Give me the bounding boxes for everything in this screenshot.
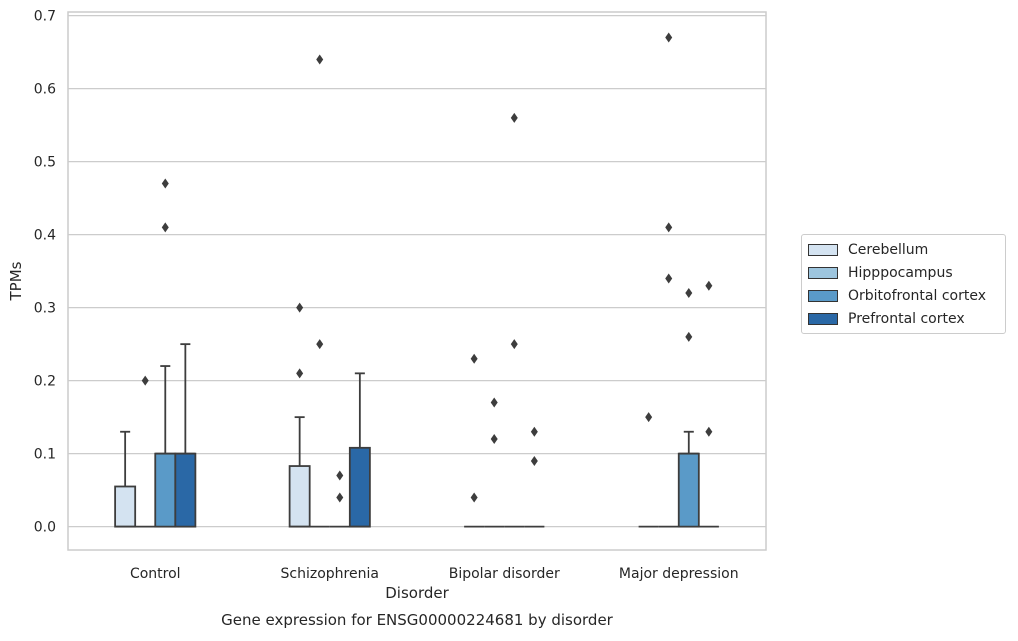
legend-label-cerebellum: Cerebellum	[848, 241, 929, 258]
outlier-point	[470, 492, 478, 503]
outlier-point	[705, 280, 713, 291]
y-tick-labels: 0.0 0.1 0.2 0.3 0.4 0.5 0.6 0.7	[34, 9, 56, 536]
outlier-point	[665, 32, 673, 43]
outlier-point	[530, 455, 538, 466]
outlier-point	[685, 331, 693, 342]
legend-item-orbitofrontal: Orbitofrontal cortex	[802, 284, 1005, 307]
x-tick-label: Schizophrenia	[281, 566, 379, 582]
x-tick-labels: Control Schizophrenia Bipolar disorder Majo…	[130, 566, 739, 582]
legend-swatch-orbitofrontal	[808, 289, 838, 302]
outlier-point	[490, 397, 498, 408]
x-tick-label: Major depression	[619, 566, 739, 582]
outlier-point	[645, 412, 653, 423]
box	[677, 452, 700, 528]
x-axis-label: Disorder	[385, 584, 449, 602]
y-tick-label: 0.1	[34, 447, 56, 463]
outlier-point	[296, 368, 304, 379]
box-group	[638, 412, 659, 528]
box-group	[677, 288, 700, 528]
x-tick-label: Control	[130, 566, 181, 582]
box-group	[348, 372, 371, 528]
outlier-point	[316, 339, 324, 350]
outlier-point	[316, 54, 324, 65]
legend-label-hippocampus: Hipppocampus	[848, 264, 953, 281]
outlier-point	[705, 426, 713, 437]
outlier-point	[161, 178, 169, 189]
outlier-point	[685, 288, 693, 299]
box-group	[658, 32, 679, 528]
legend-swatch-hippocampus	[808, 266, 838, 279]
box-group	[484, 397, 505, 528]
outlier-point	[470, 353, 478, 364]
box-group	[174, 343, 197, 528]
outlier-point	[530, 426, 538, 437]
legend-item-prefrontal: Prefrontal cortex	[802, 307, 1005, 330]
legend-item-hippocampus: Hipppocampus	[802, 261, 1005, 284]
legend-item-cerebellum: Cerebellum	[802, 238, 1005, 261]
y-tick-label: 0.2	[34, 374, 56, 390]
y-tick-label: 0.0	[34, 520, 56, 536]
y-tick-label: 0.3	[34, 301, 56, 317]
box	[114, 485, 137, 528]
outlier-point	[141, 375, 149, 386]
outlier-point	[336, 470, 344, 481]
box-group	[135, 375, 156, 528]
y-axis-label: TPMs	[7, 261, 25, 301]
legend-label-prefrontal: Prefrontal cortex	[848, 310, 965, 327]
box-group	[288, 302, 311, 528]
box-group	[114, 430, 137, 528]
outlier-point	[336, 492, 344, 503]
legend-swatch-prefrontal	[808, 312, 838, 325]
box-group	[698, 280, 719, 528]
box-group	[464, 353, 485, 528]
outlier-point	[490, 434, 498, 445]
outlier-point	[161, 222, 169, 233]
box	[154, 452, 177, 528]
legend: Cerebellum Hipppocampus Orbitofrontal co…	[801, 234, 1006, 334]
box-group	[329, 470, 350, 528]
outlier-point	[510, 112, 518, 123]
outlier-point	[665, 222, 673, 233]
legend-swatch-cerebellum	[808, 243, 838, 256]
legend-label-orbitofrontal: Orbitofrontal cortex	[848, 287, 986, 304]
box-layer	[114, 32, 719, 528]
box	[288, 465, 311, 528]
chart-title: Gene expression for ENSG00000224681 by d…	[221, 611, 614, 629]
plot-frame	[67, 11, 767, 551]
box-group	[504, 112, 525, 528]
outlier-point	[510, 339, 518, 350]
y-tick-label: 0.4	[34, 228, 56, 244]
y-tick-label: 0.7	[34, 9, 56, 25]
box-group	[309, 54, 330, 528]
box-group	[154, 178, 177, 528]
box	[174, 452, 197, 528]
y-tick-label: 0.5	[34, 155, 56, 171]
y-tick-label: 0.6	[34, 82, 56, 98]
box-group	[524, 426, 545, 528]
outlier-point	[665, 273, 673, 284]
box	[348, 446, 371, 528]
outlier-point	[296, 302, 304, 313]
x-tick-label: Bipolar disorder	[449, 566, 560, 582]
